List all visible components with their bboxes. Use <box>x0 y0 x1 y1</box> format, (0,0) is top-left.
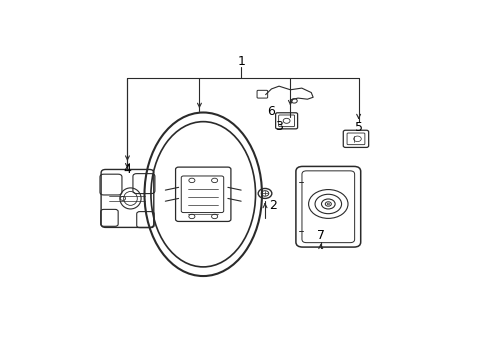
Text: 2: 2 <box>268 199 276 212</box>
Text: 7: 7 <box>316 229 324 242</box>
Text: 5: 5 <box>354 121 362 134</box>
Text: 1: 1 <box>237 55 244 68</box>
Text: 3: 3 <box>275 120 283 133</box>
Text: 6: 6 <box>267 105 275 118</box>
Text: 4: 4 <box>123 163 131 176</box>
